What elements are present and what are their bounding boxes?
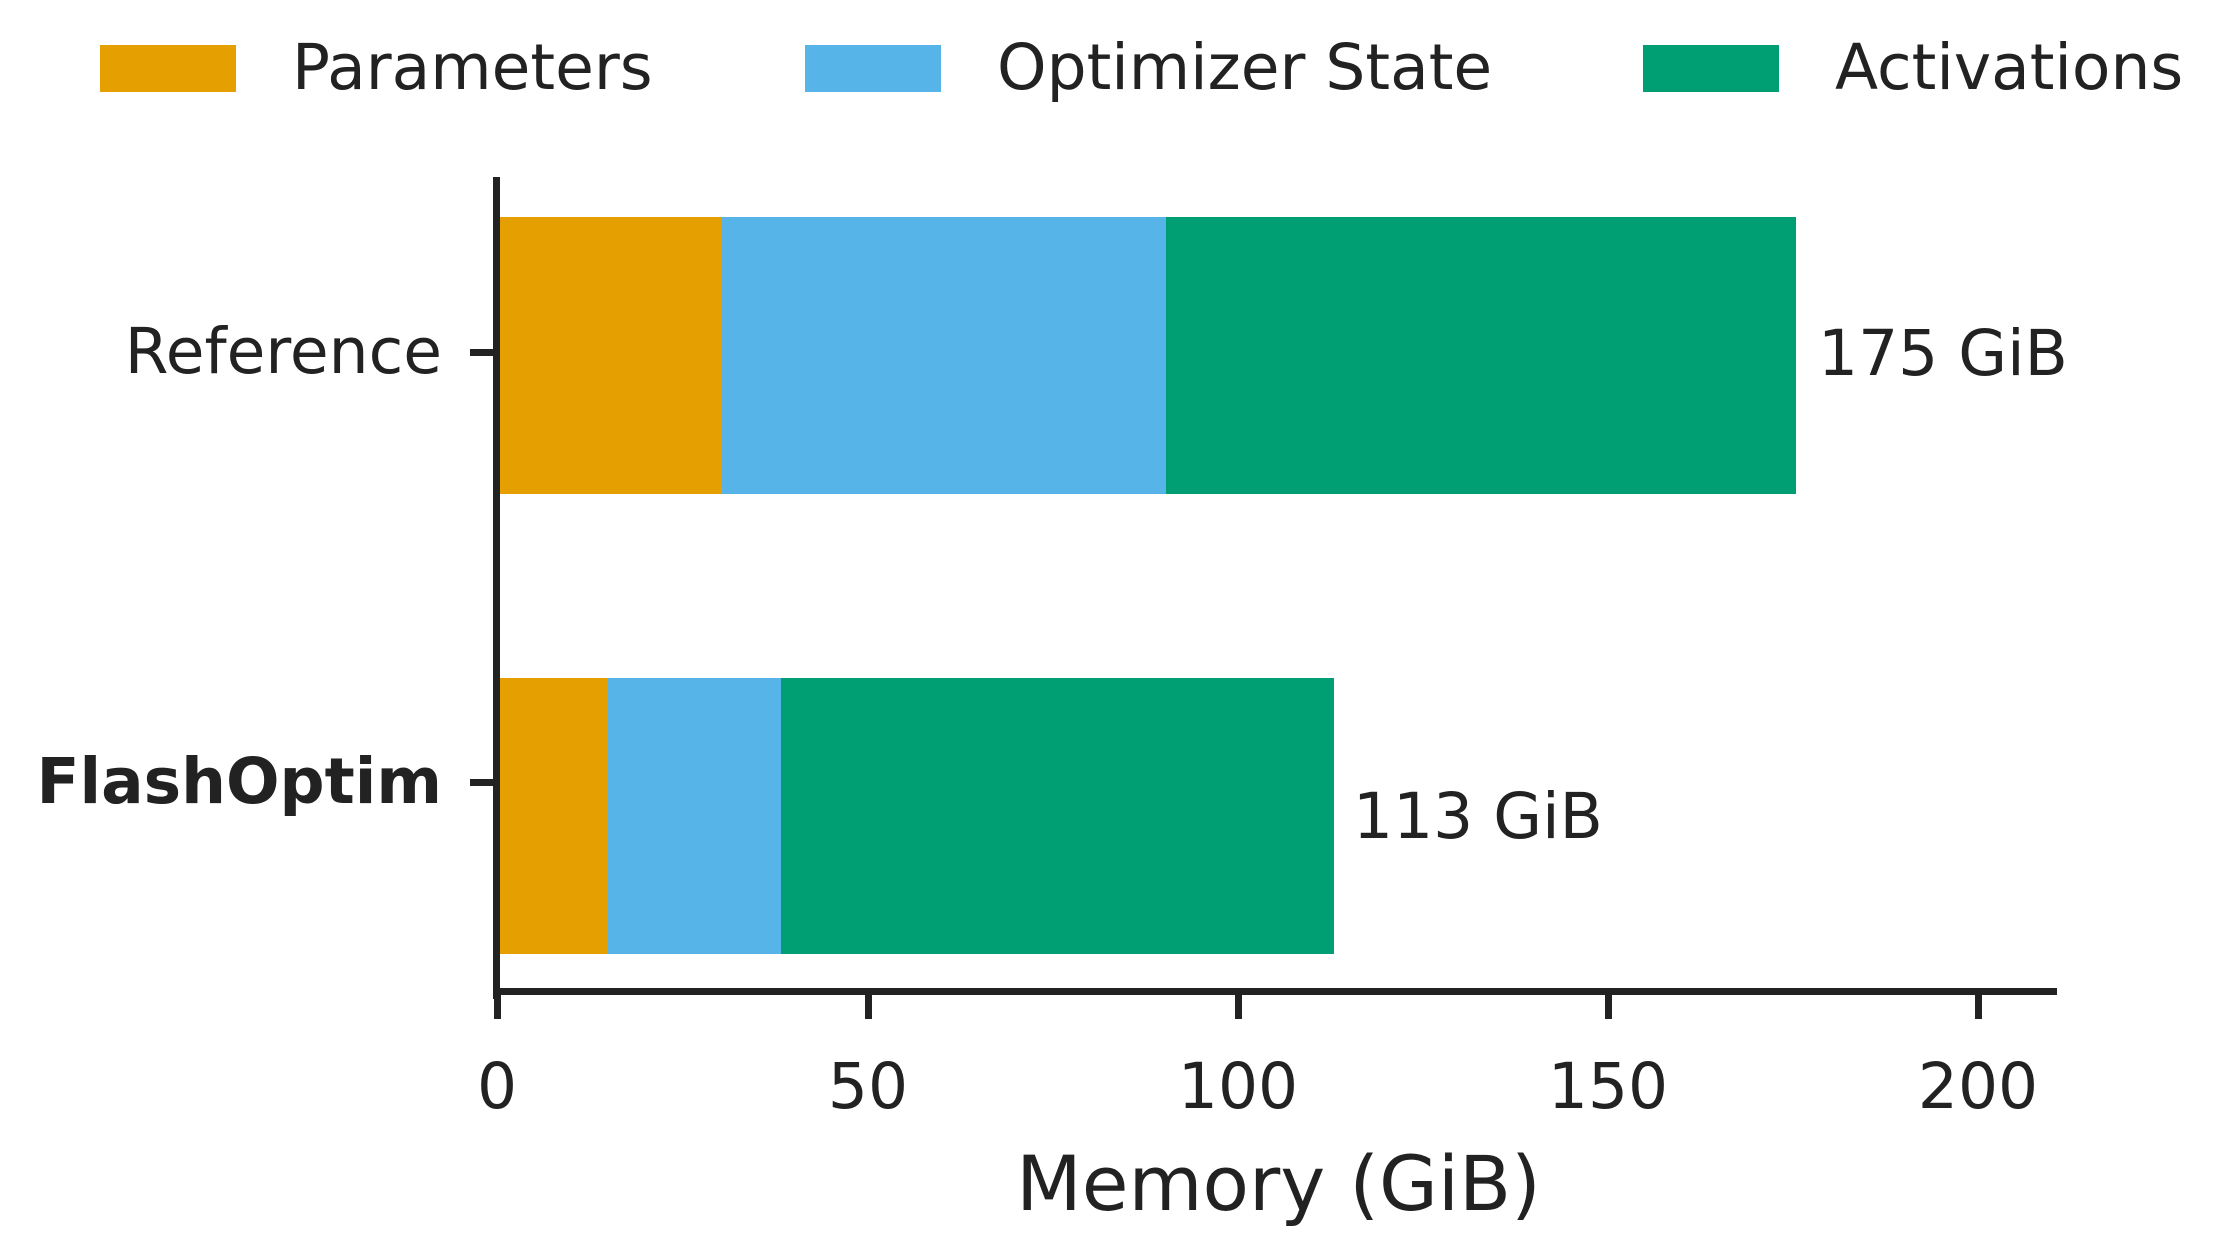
segment-activations — [1166, 217, 1796, 494]
segment-parameters — [500, 217, 722, 494]
legend-swatch-activations — [1643, 44, 1779, 92]
segment-optimizer-state — [608, 678, 781, 954]
segment-activations — [781, 678, 1334, 954]
x-axis-line — [493, 988, 2057, 995]
segment-parameters — [500, 678, 608, 954]
x-tick — [1975, 992, 1982, 1019]
bar-flashoptim — [500, 678, 1334, 954]
legend-label: Parameters — [292, 31, 653, 104]
x-tick-label: 150 — [1547, 1050, 1669, 1123]
x-tick — [1605, 992, 1612, 1019]
bar-reference — [500, 217, 1796, 494]
legend-swatch-optimizer-state — [805, 44, 941, 92]
x-tick — [494, 992, 501, 1019]
segment-optimizer-state — [722, 217, 1166, 494]
y-axis-line — [493, 177, 500, 999]
legend-label: Optimizer State — [997, 31, 1493, 104]
total-label-flashoptim: 113 GiB — [1353, 780, 1603, 853]
x-tick-label: 100 — [1177, 1050, 1299, 1123]
y-tick-label-reference: Reference — [124, 315, 442, 388]
legend-item-activations: Activations — [1643, 36, 2183, 100]
y-tick — [470, 779, 495, 786]
legend-swatch-parameters — [100, 44, 236, 92]
x-tick-label: 0 — [476, 1050, 518, 1123]
legend-item-parameters: Parameters — [100, 36, 653, 100]
x-tick-label: 50 — [827, 1050, 909, 1123]
x-tick — [865, 992, 872, 1019]
x-tick-label: 200 — [1917, 1050, 2039, 1123]
legend-label: Activations — [1835, 31, 2184, 104]
y-tick-label-flashoptim: FlashOptim — [36, 745, 442, 818]
x-tick — [1235, 992, 1242, 1019]
total-label-reference: 175 GiB — [1818, 317, 2068, 390]
legend-item-optimizer-state: Optimizer State — [805, 36, 1492, 100]
x-axis-title: Memory (GiB) — [1016, 1139, 1541, 1228]
y-tick — [470, 349, 495, 356]
